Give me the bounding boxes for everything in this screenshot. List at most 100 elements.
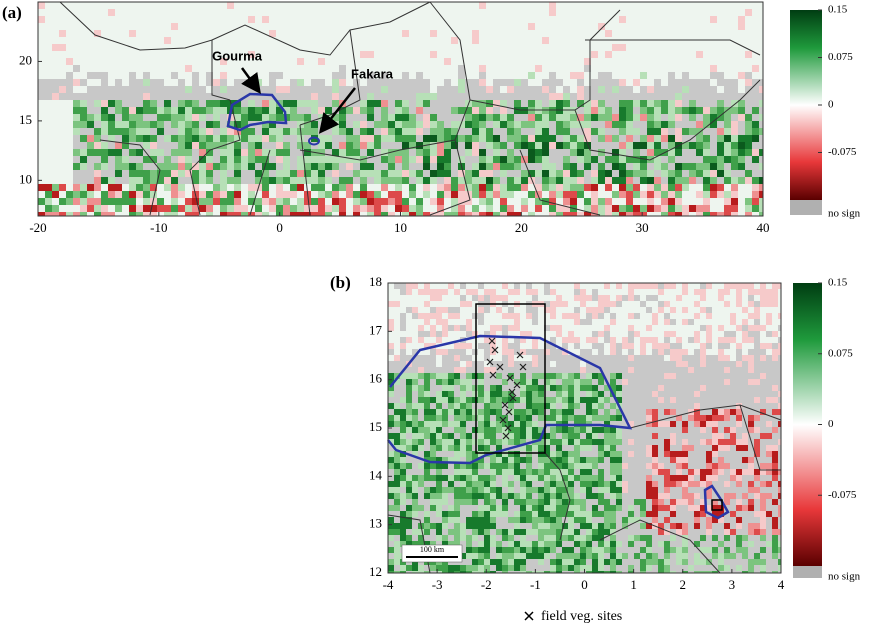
map-cell — [640, 128, 647, 135]
map-cell — [59, 51, 66, 58]
map-cell — [521, 2, 528, 9]
map-cell — [185, 72, 192, 79]
map-cell — [486, 86, 493, 93]
map-cell — [586, 469, 592, 475]
map-cell — [94, 107, 101, 114]
map-cell — [526, 553, 532, 559]
map-cell — [59, 163, 66, 170]
map-cell — [418, 463, 424, 469]
map-cell — [444, 16, 451, 23]
map-cell — [577, 191, 584, 198]
map-cell — [206, 23, 213, 30]
map-cell — [626, 114, 633, 121]
map-cell — [400, 313, 406, 319]
map-cell — [549, 184, 556, 191]
map-cell — [592, 373, 598, 379]
map-cell — [562, 391, 568, 397]
map-cell — [514, 37, 521, 44]
map-cell — [654, 9, 661, 16]
map-cell — [592, 559, 598, 565]
map-cell — [437, 149, 444, 156]
map-cell — [759, 212, 763, 216]
map-cell — [759, 72, 763, 79]
map-cell — [549, 44, 556, 51]
map-cell — [724, 58, 731, 65]
map-cell — [381, 16, 388, 23]
map-cell — [269, 9, 276, 16]
map-cell — [538, 397, 544, 403]
map-cell — [514, 343, 520, 349]
map-cell — [592, 505, 598, 511]
map-cell — [94, 184, 101, 191]
map-cell — [388, 409, 394, 415]
map-cell — [668, 2, 675, 9]
map-cell — [444, 163, 451, 170]
map-cell — [626, 177, 633, 184]
map-cell — [682, 184, 689, 191]
map-cell — [388, 93, 395, 100]
map-cell — [508, 511, 514, 517]
map-cell — [150, 16, 157, 23]
map-cell — [115, 128, 122, 135]
map-cell — [752, 9, 759, 16]
map-cell — [689, 65, 696, 72]
map-cell — [318, 65, 325, 72]
map-cell — [454, 349, 460, 355]
map-cell — [143, 191, 150, 198]
map-cell — [472, 367, 478, 373]
map-cell — [454, 493, 460, 499]
map-cell — [731, 65, 738, 72]
map-cell — [556, 44, 563, 51]
map-cell — [490, 511, 496, 517]
map-cell — [542, 205, 549, 212]
map-cell — [400, 475, 406, 481]
map-cell — [442, 313, 448, 319]
map-cell — [486, 198, 493, 205]
map-cell — [416, 44, 423, 51]
map-cell — [502, 403, 508, 409]
map-cell — [241, 2, 248, 9]
map-cell — [526, 547, 532, 553]
map-cell — [346, 156, 353, 163]
map-cell — [52, 170, 59, 177]
map-cell — [418, 385, 424, 391]
map-cell — [325, 128, 332, 135]
map-cell — [479, 23, 486, 30]
map-cell — [586, 367, 592, 373]
map-cell — [472, 343, 478, 349]
map-cell — [346, 163, 353, 170]
map-cell — [731, 191, 738, 198]
map-cell — [563, 37, 570, 44]
map-cell — [423, 212, 430, 216]
map-cell — [550, 475, 556, 481]
map-cell — [731, 198, 738, 205]
map-cell — [493, 16, 500, 23]
map-cell — [514, 565, 520, 571]
map-cell — [143, 135, 150, 142]
map-cell — [654, 16, 661, 23]
map-cell — [562, 385, 568, 391]
map-cell — [592, 331, 598, 337]
map-cell — [724, 212, 731, 216]
map-cell — [206, 9, 213, 16]
map-cell — [460, 481, 466, 487]
map-cell — [570, 16, 577, 23]
map-cell — [442, 319, 448, 325]
map-cell — [568, 457, 574, 463]
map-cell — [418, 493, 424, 499]
map-cell — [346, 212, 353, 216]
map-cell — [178, 156, 185, 163]
map-cell — [612, 114, 619, 121]
map-cell — [640, 191, 647, 198]
map-cell — [532, 331, 538, 337]
map-cell — [262, 44, 269, 51]
map-cell — [199, 142, 206, 149]
map-cell — [394, 457, 400, 463]
map-cell — [472, 170, 479, 177]
map-cell — [703, 58, 710, 65]
map-cell — [448, 355, 454, 361]
map-cell — [129, 65, 136, 72]
map-cell — [668, 30, 675, 37]
map-cell — [394, 427, 400, 433]
map-cell — [346, 198, 353, 205]
